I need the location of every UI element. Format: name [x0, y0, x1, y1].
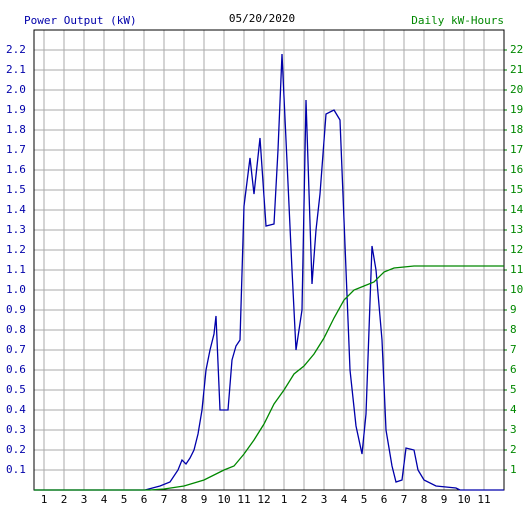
y-tick-label: 0.5 — [6, 383, 26, 396]
y-tick-label: 0.4 — [6, 403, 26, 416]
x-tick-label: 10 — [217, 493, 230, 506]
y-tick-label: 0.8 — [6, 323, 26, 336]
y-tick-label: 1.8 — [6, 123, 26, 136]
x-tick-label: 11 — [477, 493, 490, 506]
y-tick-label: 0.2 — [6, 443, 26, 456]
y2-tick-label: 5 — [510, 383, 517, 396]
y2-tick-label: 6 — [510, 363, 517, 376]
y2-axis-label: Daily kW-Hours — [411, 14, 504, 27]
y2-tick-label: 17 — [510, 143, 523, 156]
y-tick-label: 2.1 — [6, 63, 26, 76]
x-tick-label: 10 — [457, 493, 470, 506]
y-tick-label: 1.4 — [6, 203, 26, 216]
y-tick-label: 0.1 — [6, 463, 26, 476]
y2-tick-label: 10 — [510, 283, 523, 296]
y2-tick-label: 7 — [510, 343, 517, 356]
x-tick-label: 9 — [201, 493, 208, 506]
x-tick-label: 5 — [121, 493, 128, 506]
x-tick-label: 2 — [301, 493, 308, 506]
y2-tick-label: 13 — [510, 223, 523, 236]
x-tick-label: 5 — [361, 493, 368, 506]
y2-tick-label: 18 — [510, 123, 523, 136]
x-tick-label: 8 — [181, 493, 188, 506]
y-tick-label: 1.3 — [6, 223, 26, 236]
y2-tick-label: 9 — [510, 303, 517, 316]
y-tick-label: 1.5 — [6, 183, 26, 196]
x-tick-label: 6 — [141, 493, 148, 506]
y2-tick-label: 11 — [510, 263, 523, 276]
y2-tick-label: 14 — [510, 203, 524, 216]
series-line — [34, 53, 504, 491]
chart-title: 05/20/2020 — [229, 12, 295, 25]
x-tick-label: 6 — [381, 493, 388, 506]
x-tick-label: 4 — [101, 493, 108, 506]
y2-tick-label: 16 — [510, 163, 523, 176]
x-tick-label: 12 — [257, 493, 270, 506]
y2-tick-label: 3 — [510, 423, 517, 436]
y-tick-label: 0.9 — [6, 303, 26, 316]
y2-tick-label: 15 — [510, 183, 523, 196]
y-tick-label: 2.2 — [6, 43, 26, 56]
x-tick-label: 7 — [401, 493, 408, 506]
y-axis-label: Power Output (kW) — [24, 14, 137, 27]
x-tick-label: 3 — [321, 493, 328, 506]
y2-tick-label: 19 — [510, 103, 523, 116]
y-tick-label: 0.7 — [6, 343, 26, 356]
y-tick-label: 1.0 — [6, 283, 26, 296]
y-tick-label: 1.9 — [6, 103, 26, 116]
x-tick-label: 9 — [441, 493, 448, 506]
y2-tick-label: 22 — [510, 43, 523, 56]
y2-tick-label: 21 — [510, 63, 523, 76]
y2-tick-label: 1 — [510, 463, 517, 476]
x-tick-label: 1 — [281, 493, 288, 506]
y2-tick-label: 8 — [510, 323, 517, 336]
x-tick-label: 3 — [81, 493, 88, 506]
x-tick-label: 8 — [421, 493, 428, 506]
y2-tick-label: 2 — [510, 443, 517, 456]
x-tick-label: 1 — [41, 493, 48, 506]
series-line — [34, 265, 504, 491]
x-tick-label: 11 — [237, 493, 250, 506]
y-tick-label: 2.0 — [6, 83, 26, 96]
x-tick-label: 7 — [161, 493, 168, 506]
y2-tick-label: 20 — [510, 83, 523, 96]
y-tick-label: 1.1 — [6, 263, 26, 276]
y2-tick-label: 4 — [510, 403, 517, 416]
x-tick-label: 4 — [341, 493, 348, 506]
y-tick-label: 1.2 — [6, 243, 26, 256]
y-tick-label: 0.3 — [6, 423, 26, 436]
x-tick-label: 2 — [61, 493, 68, 506]
y-tick-label: 1.7 — [6, 143, 26, 156]
y2-tick-label: 12 — [510, 243, 523, 256]
y-tick-label: 1.6 — [6, 163, 26, 176]
plot-border — [33, 29, 505, 491]
y-tick-label: 0.6 — [6, 363, 26, 376]
